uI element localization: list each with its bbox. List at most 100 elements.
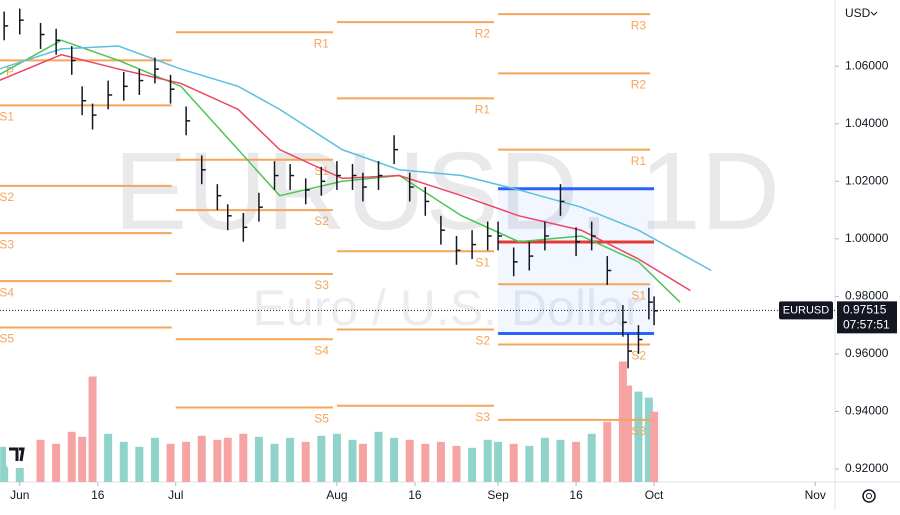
- pivot-label: S5: [0, 332, 14, 346]
- logo: [6, 440, 34, 468]
- volume-bar: [52, 443, 61, 482]
- volume-bar: [436, 441, 445, 482]
- y-tick-label: 0.96000: [845, 346, 889, 360]
- pivot-label: S2: [0, 190, 14, 204]
- pivot-label: R1: [475, 103, 491, 117]
- x-tick-label: 16: [569, 488, 583, 502]
- volume-bar: [197, 435, 206, 482]
- symbol-label: EURUSD: [783, 304, 830, 316]
- volume-bar: [317, 435, 326, 482]
- volume-bar: [104, 433, 113, 482]
- countdown: 07:57:51: [843, 318, 890, 332]
- currency[interactable]: USD: [845, 6, 871, 20]
- settings-icon[interactable]: [862, 489, 876, 503]
- moving-average: [0, 53, 691, 292]
- y-tick-label: 1.00000: [845, 231, 889, 245]
- volume-bar: [88, 376, 97, 482]
- volume-bar: [286, 437, 295, 482]
- x-tick-label: Aug: [326, 488, 347, 502]
- pivot-label: S3: [475, 410, 490, 424]
- pivot-label: S1: [631, 288, 646, 302]
- x-tick-label: Nov: [805, 488, 826, 502]
- range-box: [498, 188, 655, 334]
- volume-bar: [540, 437, 549, 482]
- volume-bar: [634, 391, 643, 482]
- pivot-label: S4: [314, 343, 329, 357]
- volume-bar: [390, 437, 399, 482]
- volume-bar: [358, 443, 367, 482]
- pivot-label: R1: [314, 36, 330, 50]
- y-tick-label: 0.94000: [845, 404, 889, 418]
- moving-average: [0, 45, 712, 272]
- x-tick-label: 16: [408, 488, 422, 502]
- volume-bar: [468, 447, 477, 482]
- y-tick-label: 1.04000: [845, 116, 889, 130]
- pivot-label: S2: [631, 349, 646, 363]
- volume-bar: [223, 437, 232, 482]
- volume-bar: [650, 411, 659, 482]
- moving-average: [0, 39, 681, 303]
- x-tick-label: Oct: [645, 488, 664, 502]
- y-tick-label: 0.98000: [845, 289, 889, 303]
- pivot-label: S5: [314, 412, 329, 426]
- currency-caret[interactable]: [870, 11, 878, 16]
- volume-bar: [405, 439, 414, 482]
- volume-bar: [67, 431, 76, 482]
- y-tick-label: 1.02000: [845, 173, 889, 187]
- volume-bar: [525, 445, 534, 482]
- volume-bar: [587, 433, 596, 482]
- x-tick-label: 16: [91, 488, 105, 502]
- volume-bar: [270, 443, 279, 482]
- y-tick-label: 1.06000: [845, 58, 889, 72]
- volume-bar: [78, 436, 87, 482]
- pivot-label: S2: [314, 214, 329, 228]
- volume-bar: [150, 437, 159, 482]
- pivot-label: S2: [475, 334, 490, 348]
- volume-bar: [166, 443, 175, 482]
- volume-bar: [332, 433, 341, 482]
- pivot-label: S1: [475, 255, 490, 269]
- volume-bar: [0, 446, 9, 482]
- pivot-label: S1: [0, 109, 14, 123]
- volume-bar: [509, 443, 518, 482]
- pivot-label: R2: [631, 78, 647, 92]
- volume-bar: [135, 446, 144, 482]
- y-tick-label: 0.92000: [845, 461, 889, 475]
- volume-bar: [36, 439, 45, 482]
- volume-bar: [556, 439, 565, 482]
- volume-bar: [483, 439, 492, 482]
- volume-bar: [624, 385, 633, 482]
- volume-bar: [618, 361, 627, 482]
- volume-bar: [572, 441, 581, 482]
- volume-bar: [421, 443, 430, 482]
- x-tick-label: Jul: [168, 488, 183, 502]
- pivot-label: S3: [631, 424, 646, 438]
- volume-bar: [374, 431, 383, 482]
- volume-bar: [182, 441, 191, 482]
- pivot-label: S3: [314, 278, 329, 292]
- volume-bar: [213, 439, 222, 482]
- pivot-label: R1: [631, 154, 647, 168]
- symbol-tag: [779, 301, 833, 320]
- pivot-label: R2: [475, 26, 491, 40]
- volume-bar: [644, 397, 653, 482]
- x-tick-label: Jun: [10, 488, 29, 502]
- volume-bar: [494, 441, 503, 482]
- pivot-label: R3: [631, 18, 647, 32]
- volume-bar: [239, 433, 248, 482]
- price-tag: [837, 301, 897, 334]
- price-label: 0.97515: [843, 303, 887, 317]
- volume-bar: [254, 436, 263, 482]
- volume-bar: [452, 445, 461, 482]
- pivot-label: P: [6, 65, 14, 79]
- pivot-label: S3: [0, 237, 14, 251]
- volume-bar: [348, 439, 357, 482]
- plot: P S1 S2 S3 S4 S5 R1 S1 S2 S3 S4 S5 R2 R1 S1 S2 S3 R3 R2 R1 S…: [0, 8, 835, 482]
- volume-bar: [301, 441, 310, 482]
- x-tick-label: Sep: [487, 488, 509, 502]
- volume-bar: [119, 441, 128, 482]
- pivot-label: S4: [0, 285, 14, 299]
- volume-bar: [603, 421, 612, 482]
